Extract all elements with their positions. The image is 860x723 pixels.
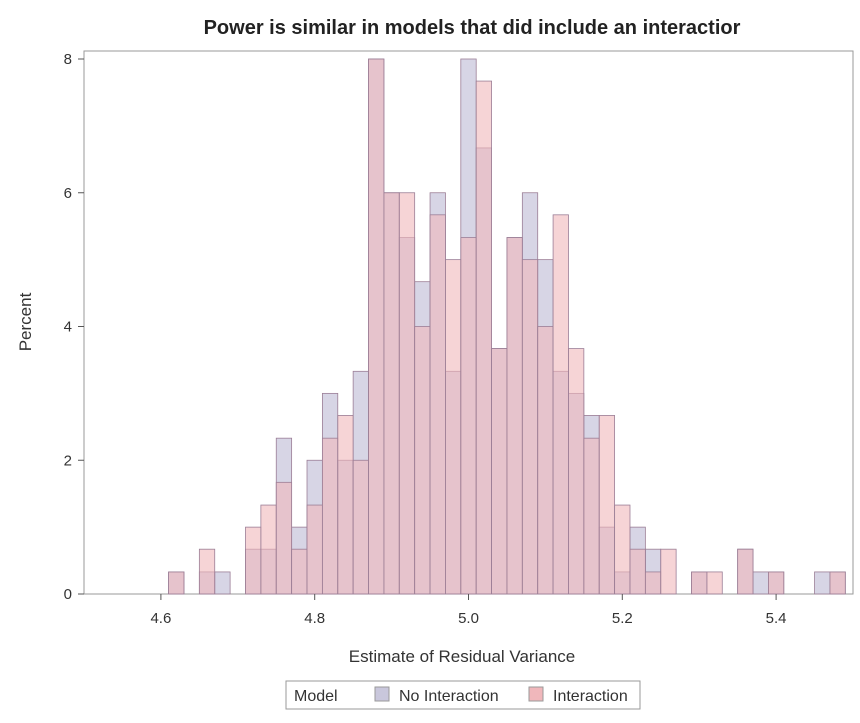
interaction-bar [475,80,492,595]
interaction-bar [368,58,385,595]
interaction-bar [198,548,216,595]
legend-frame [285,680,641,710]
interaction-bar [614,504,631,595]
interaction-bar [291,548,308,595]
interaction-bar [306,504,323,595]
y-axis: 0 2 4 6 8 [64,51,84,603]
interaction-bar [352,459,369,595]
interaction-bar [168,571,185,595]
legend-label-interaction: Interaction [553,688,628,705]
interaction-bar [275,481,293,595]
chart-title: Power is similar in models that did incl… [204,17,741,39]
no-interaction-bar [752,571,769,595]
interaction-bar [383,192,400,595]
y-tick-label: 2 [64,452,72,469]
interaction-bar [521,259,539,595]
interaction-bar [414,326,431,595]
interaction-bar [460,237,477,595]
interaction-bar [660,548,677,595]
interaction-bar [537,326,554,595]
x-tick-label: 5.0 [458,610,479,627]
interaction-bar [737,548,754,595]
y-tick-label: 6 [64,185,72,202]
legend: Model No Interaction Interaction [285,680,641,710]
interaction-bar [691,571,708,595]
interaction-bar [337,415,354,595]
interaction-bar [260,504,277,595]
legend-swatch-interaction [528,686,544,702]
interaction-bar [829,571,846,595]
interaction-bar [568,348,585,595]
legend-label-no-interaction: No Interaction [399,688,499,705]
interaction-bar [644,571,662,595]
no-interaction-bar [214,571,231,595]
interaction-bar [552,214,569,595]
interaction-bar [768,571,785,595]
interaction-bar [598,415,616,595]
y-axis-label: Percent [16,292,35,351]
interaction-bar [245,526,262,595]
y-tick-label: 4 [64,319,72,336]
interaction-bar [706,571,723,595]
interaction-bar [629,548,646,595]
legend-swatch-no-interaction [374,686,390,702]
legend-title: Model [294,688,338,705]
y-tick-label: 0 [64,586,72,603]
x-axis-label: Estimate of Residual Variance [349,647,575,666]
x-tick-label: 5.2 [612,610,633,627]
x-tick-label: 4.6 [150,610,171,627]
interaction-bar [321,437,339,595]
interaction-bar [445,259,462,595]
interaction-bar [506,237,523,595]
y-tick-label: 8 [64,51,72,68]
no-interaction-bar [814,571,831,595]
x-axis: 4.6 4.8 5.0 5.2 5.4 [150,594,787,627]
interaction-bars [168,58,846,595]
interaction-bar [429,214,446,595]
x-tick-label: 4.8 [304,610,325,627]
interaction-bar [398,192,416,595]
x-tick-label: 5.4 [766,610,787,627]
interaction-bar [491,348,508,595]
interaction-bar [583,437,600,595]
